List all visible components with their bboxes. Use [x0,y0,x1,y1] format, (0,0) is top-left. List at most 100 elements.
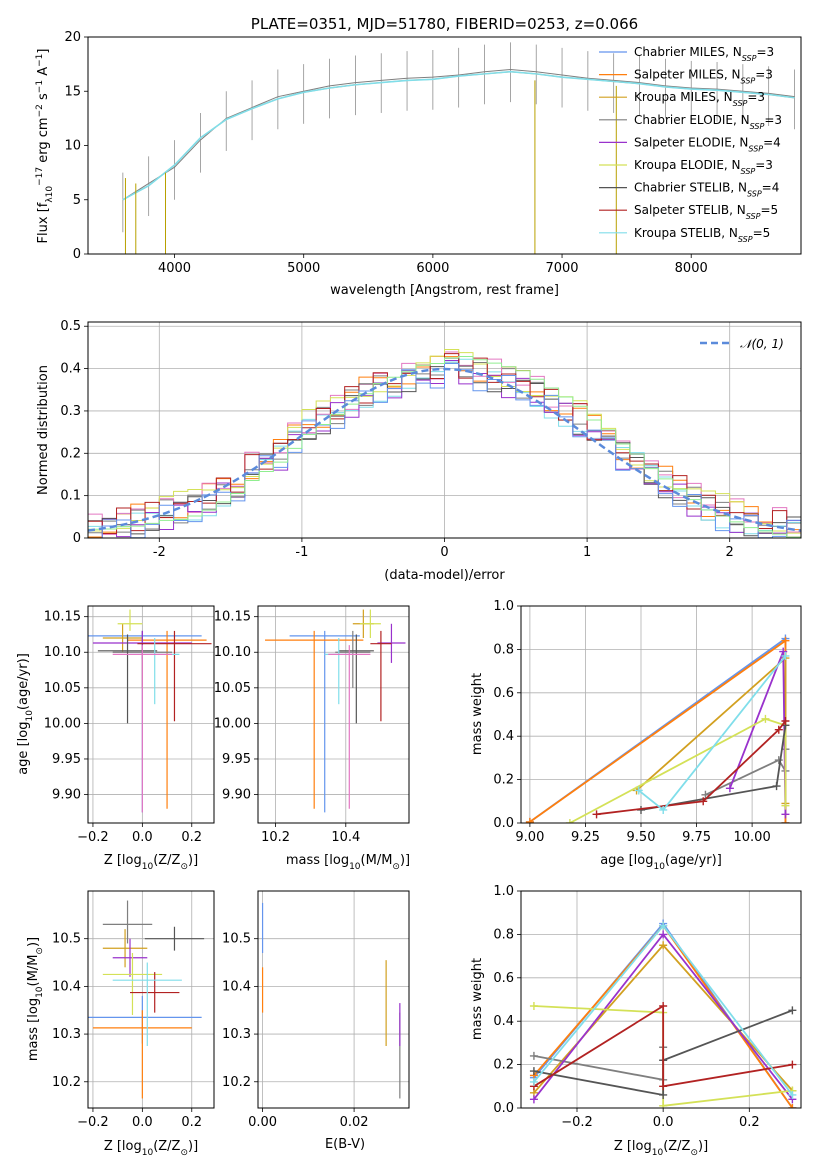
y-tick-label: 15 [64,84,81,99]
legend-entry: Salpeter MILES, NSSP=3 [634,68,773,86]
histogram-series [88,349,801,534]
x-tick-label: −0.2 [77,830,109,845]
x-axis-label-part: )] [698,1139,708,1154]
legend-sub: SSP [750,121,765,130]
x-axis-label: Z [log10(Z/Z⊙)] [614,1139,708,1158]
y-tick-label: 10.5 [222,932,251,947]
x-axis-label-part: )] [400,853,410,868]
weight-marker [781,801,790,810]
x-axis-label-part: 10 [349,862,361,872]
y-tick-label: 0.4 [60,362,81,377]
legend-tail: =3 [747,90,765,104]
axes-frame [520,890,802,1109]
y-tick-label: 10.15 [44,610,81,625]
x-axis-label: (data-model)/error [384,568,505,583]
y-tick-label: 10.2 [52,1075,81,1090]
y-axis-label-part: ⊙ [35,947,45,955]
weight-marker [772,782,781,791]
x-tick-label: −0.2 [561,1115,593,1130]
legend-sub: SSP [742,54,757,63]
x-tick-label: 0 [440,545,448,560]
y-axis-label-part: A [36,67,51,80]
y-tick-label: 10.3 [222,1027,251,1042]
weight-marker [565,819,574,823]
y-axis-label: mass weight [470,673,485,755]
plot-area [525,634,790,823]
x-axis-label-part: )] [188,1139,198,1154]
y-tick-label: 10.00 [214,716,251,731]
y-axis-label: age [log10(age/yr)] [16,653,35,775]
x-tick-label: 0.2 [181,1115,202,1130]
y-tick-label: 0.3 [60,404,81,419]
plot-age-vs-mass: 10.2 10.4 9.90 9.95 10.00 10.05 10.10 10.15 mass… [214,605,410,872]
legend-tail: =3 [755,158,773,172]
x-axis-label-part: Z [log [614,1139,652,1154]
weight-series-line [596,720,787,816]
y-axis-label-part: −1 [35,54,45,67]
x-tick-label: 0.2 [739,1115,760,1130]
y-tick-label: 0.4 [493,1014,514,1029]
x-tick-label: −0.2 [77,1115,109,1130]
y-axis-label-part: ] [36,49,51,54]
y-axis-label-part: 10 [35,986,45,998]
y-tick-label: 0.0 [493,1101,514,1116]
weight-series-line [529,638,787,823]
y-tick-label: 10.10 [214,645,251,660]
x-axis-label-part: age [log [600,853,653,868]
weight-marker [529,1051,538,1060]
axes-frame [257,605,410,824]
weight-series-line [638,655,787,812]
x-axis-label-part: mass [log [286,853,349,868]
plot-weight-vs-Z: −0.2 0.0 0.2 0.0 0.2 0.4 0.6 0.8 1.0 Z [log10(Z/Z… [470,884,802,1158]
legend-sub: SSP [747,189,762,198]
weight-marker [701,790,710,799]
y-tick-label: 10.05 [44,681,81,696]
y-tick-label: 5 [73,193,81,208]
x-tick-label: 6000 [416,261,449,276]
x-tick-label: 9.25 [571,830,600,845]
legend-sub: SSP [748,144,763,153]
x-tick-label: 2 [726,545,734,560]
weight-marker [659,805,668,814]
y-axis-label-part: erg cm [36,117,51,166]
x-axis-label-part: (M/M [361,853,393,868]
legend-tail: =5 [760,203,778,217]
x-axis-label: Z [log10(Z/Z⊙)] [104,1139,198,1158]
x-tick-label: 0.2 [181,830,202,845]
legend-entry: Kroupa ELODIE, NSSP=3 [634,158,773,176]
legend-label: Kroupa MILES, N [634,90,733,104]
plot-mass-vs-ebv: 0.00 0.02 10.2 10.3 10.4 10.5 E(B-V) [222,890,410,1152]
y-tick-label: 10.5 [52,932,81,947]
x-tick-label: -2 [153,545,166,560]
plot-residuals: -2 -1 0 1 2 0 0.1 0.2 0.3 0.4 0.5 𝒩(0, 1) (data-mode… [36,319,802,583]
plot-area [122,42,795,254]
x-axis-label: Z [log10(Z/Z⊙)] [104,853,198,872]
x-tick-label: 10.00 [734,830,771,845]
y-tick-label: 0 [73,531,81,546]
legend-sub: SSP [741,76,756,85]
y-axis-label-part: −1 [35,80,45,93]
y-tick-label: 10.15 [214,610,251,625]
x-tick-label: 0.0 [132,1115,153,1130]
x-tick-label: 0.0 [653,1115,674,1130]
y-tick-label: 10 [64,139,81,154]
y-tick-label: 10.3 [52,1027,81,1042]
y-tick-label: 10.00 [44,716,81,731]
x-axis-label-part: (Z/Z [153,853,180,868]
y-tick-label: 0.2 [60,446,81,461]
plot-area [261,902,401,1099]
x-axis-label-part: Z [log [104,1139,142,1154]
plot-area [88,609,212,813]
plot-weight-vs-age: 9.00 9.25 9.50 9.75 10.00 0.0 0.2 0.4 0.6 0.8 1.0 a… [470,599,802,872]
y-tick-label: 10.05 [214,681,251,696]
x-axis-label: age [log10(age/yr)] [600,853,722,872]
weight-marker [788,1090,797,1099]
legend-sub: SSP [746,212,761,221]
x-axis-label-part: 10 [652,1148,664,1158]
legend-entry: Kroupa STELIB, NSSP=5 [634,226,770,244]
x-axis-label: wavelength [Angstrom, rest frame] [330,283,559,298]
legend-entry: Chabrier ELODIE, NSSP=3 [634,113,782,131]
legend-label: Kroupa STELIB, N [634,226,738,240]
legend-tail: =3 [764,113,782,127]
